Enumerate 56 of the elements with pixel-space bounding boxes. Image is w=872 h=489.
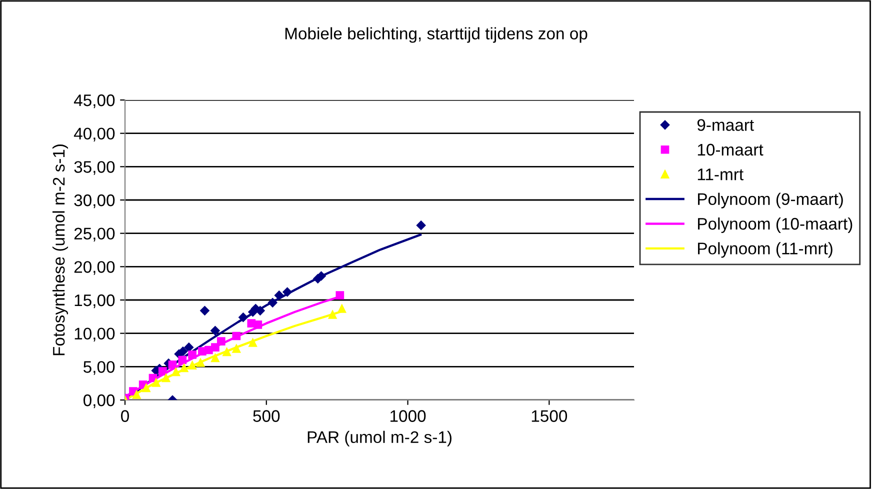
point: [184, 342, 194, 352]
point: [168, 360, 177, 369]
legend-label: 10-maart: [698, 144, 764, 156]
legend-label: Polynoom (11-mrt): [698, 242, 832, 258]
y-tick-label: 15,00: [74, 294, 115, 308]
point: [216, 337, 226, 346]
point: [268, 298, 278, 308]
x-tick-label: 1000: [390, 410, 426, 422]
point: [232, 344, 241, 353]
y-tick-label: 5,00: [84, 361, 115, 375]
y-tick-label: 35,00: [74, 161, 115, 175]
y-tick-label: 25,00: [74, 228, 115, 242]
point: [248, 338, 257, 347]
x-tick-label: 1500: [532, 410, 568, 422]
legend-label: 9-maart: [697, 119, 754, 131]
y-tick-label: 45,00: [74, 94, 115, 108]
point: [178, 346, 188, 356]
point: [152, 378, 160, 387]
point: [282, 287, 292, 297]
point: [142, 384, 150, 392]
point: [416, 220, 426, 230]
y-tick-label: 40,00: [74, 128, 115, 142]
x-tick-label: 500: [253, 410, 280, 422]
point: [178, 356, 187, 364]
point: [316, 271, 326, 281]
y-tick-label: 30,00: [74, 194, 115, 208]
point: [238, 312, 248, 322]
y-tick-label: 10,00: [74, 328, 115, 342]
point: [338, 304, 346, 313]
point: [232, 332, 241, 340]
point: [274, 290, 284, 300]
point: [172, 368, 180, 376]
point: [200, 306, 210, 316]
point: [162, 374, 170, 382]
y-axis-title: Fotosynthese (umol m-2 s-1): [52, 144, 68, 356]
point: [210, 326, 220, 336]
point: [188, 350, 196, 359]
legend-label: 11-mrt: [698, 168, 744, 180]
point: [211, 343, 220, 352]
chart-title: Mobiele belichting, starttijd tijdens zon op: [285, 27, 588, 43]
x-tick-label: 0: [121, 410, 129, 422]
x-axis-title: PAR (umol m-2 s-1): [308, 430, 452, 446]
y-tick-label: 20,00: [74, 261, 115, 275]
point: [158, 367, 167, 376]
point: [222, 348, 231, 356]
point: [254, 320, 262, 329]
legend-label: Polynoom (10-maart): [698, 217, 852, 234]
point: [180, 364, 188, 372]
point: [211, 354, 220, 362]
point: [188, 361, 196, 370]
legend-label: Polynoom (9-maart): [698, 192, 843, 208]
point: [328, 310, 337, 319]
point: [336, 291, 344, 300]
point: [196, 358, 205, 367]
y-tick-label: 0,00: [83, 394, 115, 408]
point: [132, 390, 141, 399]
